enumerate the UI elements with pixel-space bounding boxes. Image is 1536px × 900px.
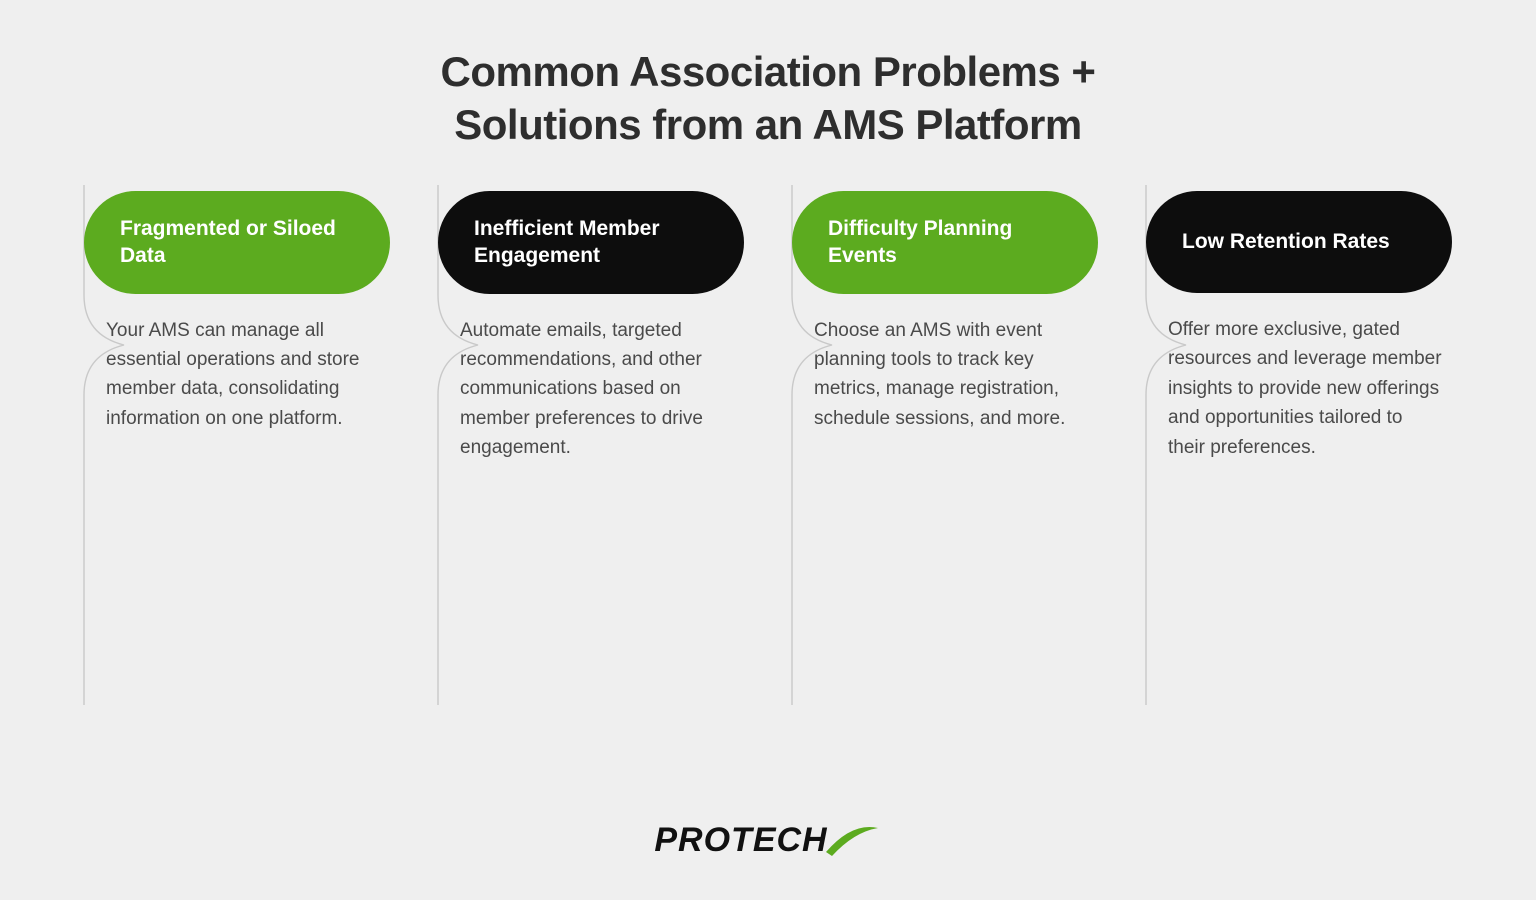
problem-label-1: Inefficient Member Engagement (474, 215, 712, 270)
column-1: Inefficient Member Engagement Automate e… (438, 191, 744, 463)
solution-text-2: Choose an AMS with event planning tools … (792, 316, 1098, 434)
column-2: Difficulty Planning Events Choose an AMS… (792, 191, 1098, 433)
problem-label-3: Low Retention Rates (1182, 228, 1390, 255)
swoosh-icon (822, 818, 882, 862)
logo-region: PROTECH (0, 818, 1536, 862)
solution-text-1: Automate emails, targeted recommendation… (438, 316, 744, 463)
logo-text: PROTECH (654, 821, 827, 860)
column-3: Low Retention Rates Offer more exclusive… (1146, 191, 1452, 462)
page-title: Common Association Problems + Solutions … (268, 46, 1268, 151)
problem-pill-2: Difficulty Planning Events (792, 191, 1098, 294)
column-0: Fragmented or Siloed Data Your AMS can m… (84, 191, 390, 433)
problem-label-2: Difficulty Planning Events (828, 215, 1066, 270)
solution-text-3: Offer more exclusive, gated resources an… (1146, 315, 1452, 462)
title-line-2: Solutions from an AMS Platform (454, 101, 1081, 148)
infographic-page: Common Association Problems + Solutions … (0, 0, 1536, 900)
problem-pill-3: Low Retention Rates (1146, 191, 1452, 293)
columns-row: Fragmented or Siloed Data Your AMS can m… (80, 191, 1456, 463)
title-line-1: Common Association Problems + (441, 48, 1096, 95)
brand-logo: PROTECH (654, 818, 881, 862)
problem-pill-1: Inefficient Member Engagement (438, 191, 744, 294)
problem-label-0: Fragmented or Siloed Data (120, 215, 358, 270)
solution-text-0: Your AMS can manage all essential operat… (84, 316, 390, 434)
problem-pill-0: Fragmented or Siloed Data (84, 191, 390, 294)
